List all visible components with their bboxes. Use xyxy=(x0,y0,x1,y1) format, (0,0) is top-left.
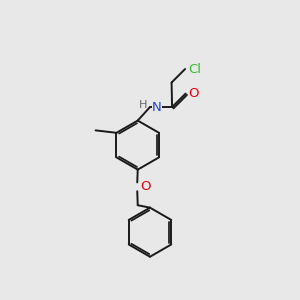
Text: H: H xyxy=(139,100,148,110)
Text: N: N xyxy=(152,100,162,114)
Text: Cl: Cl xyxy=(188,62,201,76)
Text: O: O xyxy=(188,87,199,100)
Text: O: O xyxy=(140,180,151,193)
